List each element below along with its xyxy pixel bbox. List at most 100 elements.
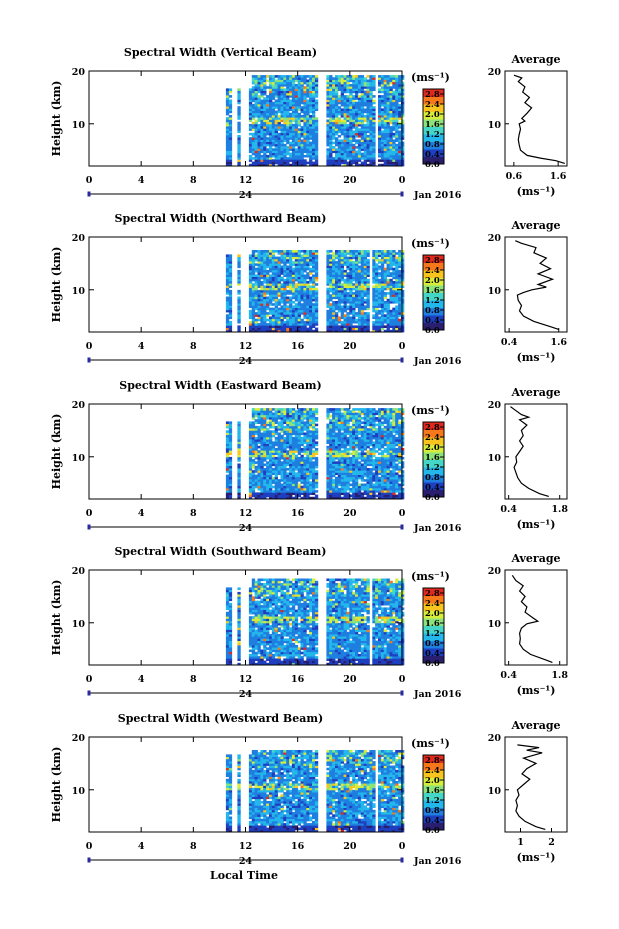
heatmap-cell [346, 250, 350, 253]
heatmap-cell [349, 292, 353, 295]
heatmap-cell [355, 132, 359, 136]
heatmap-cell [329, 139, 333, 142]
heatmap-cell [366, 86, 370, 89]
colorbar-tick-label: 0.4 [425, 316, 440, 326]
heatmap-cell [360, 152, 365, 156]
heatmap-cell [274, 439, 278, 442]
heatmap-cell [269, 97, 273, 100]
heatmap-cell [372, 95, 376, 98]
heatmap-cell [254, 483, 258, 487]
heatmap-cell [283, 408, 287, 411]
heatmap-cell [271, 97, 276, 100]
heatmap-cell [335, 132, 339, 136]
heatmap-cell [314, 436, 319, 440]
heatmap-cell [309, 461, 313, 464]
heatmap-cell [309, 483, 313, 487]
heatmap-cell [363, 252, 367, 255]
heatmap-cell [401, 312, 405, 315]
heatmap-cell [263, 281, 267, 284]
heatmap-cell [294, 423, 299, 427]
heatmap-cell [346, 137, 350, 140]
heatmap-cell [360, 261, 365, 264]
heatmap-cell [326, 126, 330, 129]
heatmap-cell [297, 88, 301, 91]
heatmap-cell [300, 487, 304, 491]
heatmap-cell [280, 421, 284, 424]
heatmap-cell [225, 296, 230, 300]
heatmap-cell [286, 276, 290, 280]
heatmap-cell [383, 88, 387, 91]
heatmap-cell [286, 312, 290, 315]
heatmap-cell [289, 77, 293, 80]
heatmap-cell [349, 276, 353, 280]
heatmap-cell [398, 285, 402, 288]
heatmap-cell [306, 135, 310, 138]
heatmap-cell [378, 126, 382, 129]
heatmap-cell [260, 441, 264, 444]
heatmap-cell [309, 419, 313, 422]
heatmap-cell [366, 152, 370, 156]
heatmap-cell [346, 325, 350, 328]
heatmap-cell [297, 412, 301, 416]
heatmap-cell [280, 476, 284, 480]
heatmap-cell [266, 108, 270, 111]
heatmap-cell [309, 161, 313, 165]
heatmap-cell [329, 309, 333, 313]
heatmap-cell [289, 117, 293, 120]
heatmap-cell [383, 254, 387, 257]
heatmap-cell [274, 301, 278, 304]
heatmap-cell [289, 476, 293, 480]
heatmap-cell [306, 425, 310, 429]
heatmap-cell [314, 130, 319, 134]
heatmap-cell [291, 428, 296, 431]
heatmap-cell [340, 112, 344, 116]
heatmap-cell [283, 417, 287, 420]
heatmap-cell [401, 256, 405, 260]
heatmap-cell [337, 296, 342, 300]
heatmap-cell [395, 157, 399, 160]
heatmap-cell [280, 163, 284, 167]
heatmap-cell [251, 410, 256, 413]
heatmap-cell [335, 254, 339, 257]
heatmap-cell [360, 143, 365, 147]
heatmap-cell [263, 430, 267, 433]
heatmap-cell [225, 254, 230, 257]
heatmap-cell [257, 81, 261, 85]
heatmap-cell [383, 320, 387, 324]
heatmap-cell [372, 84, 376, 87]
heatmap-cell [289, 88, 293, 91]
heatmap-cell [380, 163, 385, 167]
heatmap-cell [269, 265, 273, 269]
heatmap-cell [266, 75, 270, 78]
heatmap-cell [366, 318, 370, 322]
heatmap-cell [343, 258, 347, 262]
heatmap-cell [340, 157, 344, 160]
heatmap-cell [228, 157, 233, 160]
heatmap-cell [306, 430, 310, 433]
heatmap-cell [314, 329, 319, 333]
heatmap-cell [263, 115, 267, 118]
heatmap-cell [306, 103, 310, 107]
heatmap-cell [340, 323, 344, 326]
heatmap-cell [254, 441, 258, 444]
heatmap-cell [386, 84, 390, 87]
heatmap-cell [383, 157, 387, 160]
heatmap-cell [263, 408, 267, 411]
heatmap-cell [294, 106, 299, 109]
heatmap-cell [349, 103, 353, 107]
heatmap-cell [280, 492, 284, 495]
heatmap-cell [289, 487, 293, 491]
heatmap-cell [326, 305, 330, 308]
heatmap-cell [372, 292, 376, 295]
heatmap-cell [283, 414, 287, 418]
heatmap-cell [312, 450, 316, 453]
heatmap-cell [349, 146, 353, 149]
heatmap-cell [274, 485, 278, 489]
heatmap-cell [326, 88, 330, 91]
heatmap-cell [271, 139, 276, 142]
heatmap-cell [380, 292, 385, 295]
heatmap-cell [286, 419, 290, 422]
heatmap-cell [291, 316, 296, 320]
heatmap-cell [335, 97, 339, 100]
heatmap-cell [289, 152, 293, 156]
